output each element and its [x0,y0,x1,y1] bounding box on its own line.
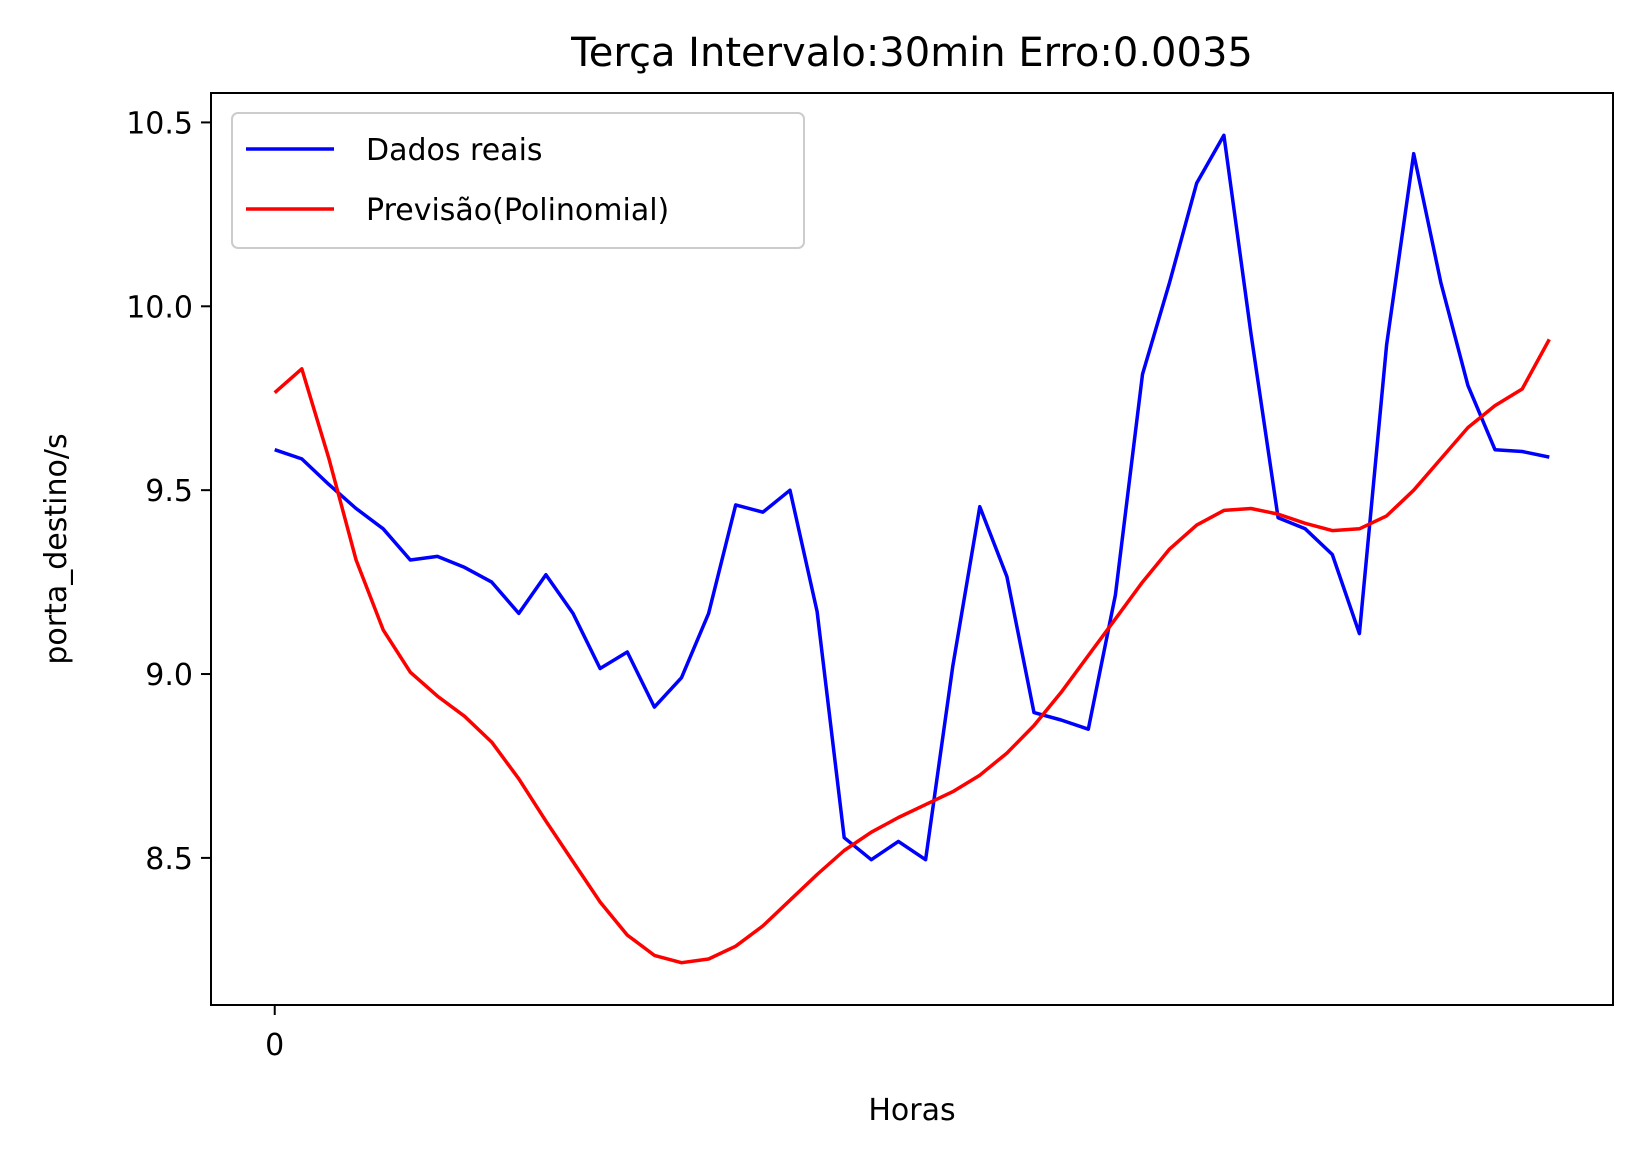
legend-box [231,112,805,249]
plot-frame [210,92,1614,1006]
x-axis-ticks: 0 [265,1005,284,1063]
x-axis-label: Horas [868,1093,955,1128]
chart-title: Terça Intervalo:30min Erro:0.0035 [570,30,1253,76]
x-tick-label: 0 [265,1028,284,1063]
legend: Dados reais Previsão(Polinomial) [231,112,805,249]
y-tick-label: 9.0 [145,658,193,693]
series-line-previsao [273,338,1551,965]
legend-label-dados-reais: Dados reais [366,133,543,168]
y-axis-label: porta_destino/s [39,433,74,664]
series-line-dados-reais [274,133,1550,862]
y-tick-label: 10.5 [126,106,193,141]
legend-label-previsao: Previsão(Polinomial) [366,193,669,228]
y-tick-label: 10.0 [126,290,193,325]
y-tick-label: 8.5 [145,842,193,877]
y-axis-ticks: 8.5 9.0 9.5 10.0 10.5 [126,106,211,877]
y-tick-label: 9.5 [145,474,193,509]
plot-lines [273,133,1551,965]
